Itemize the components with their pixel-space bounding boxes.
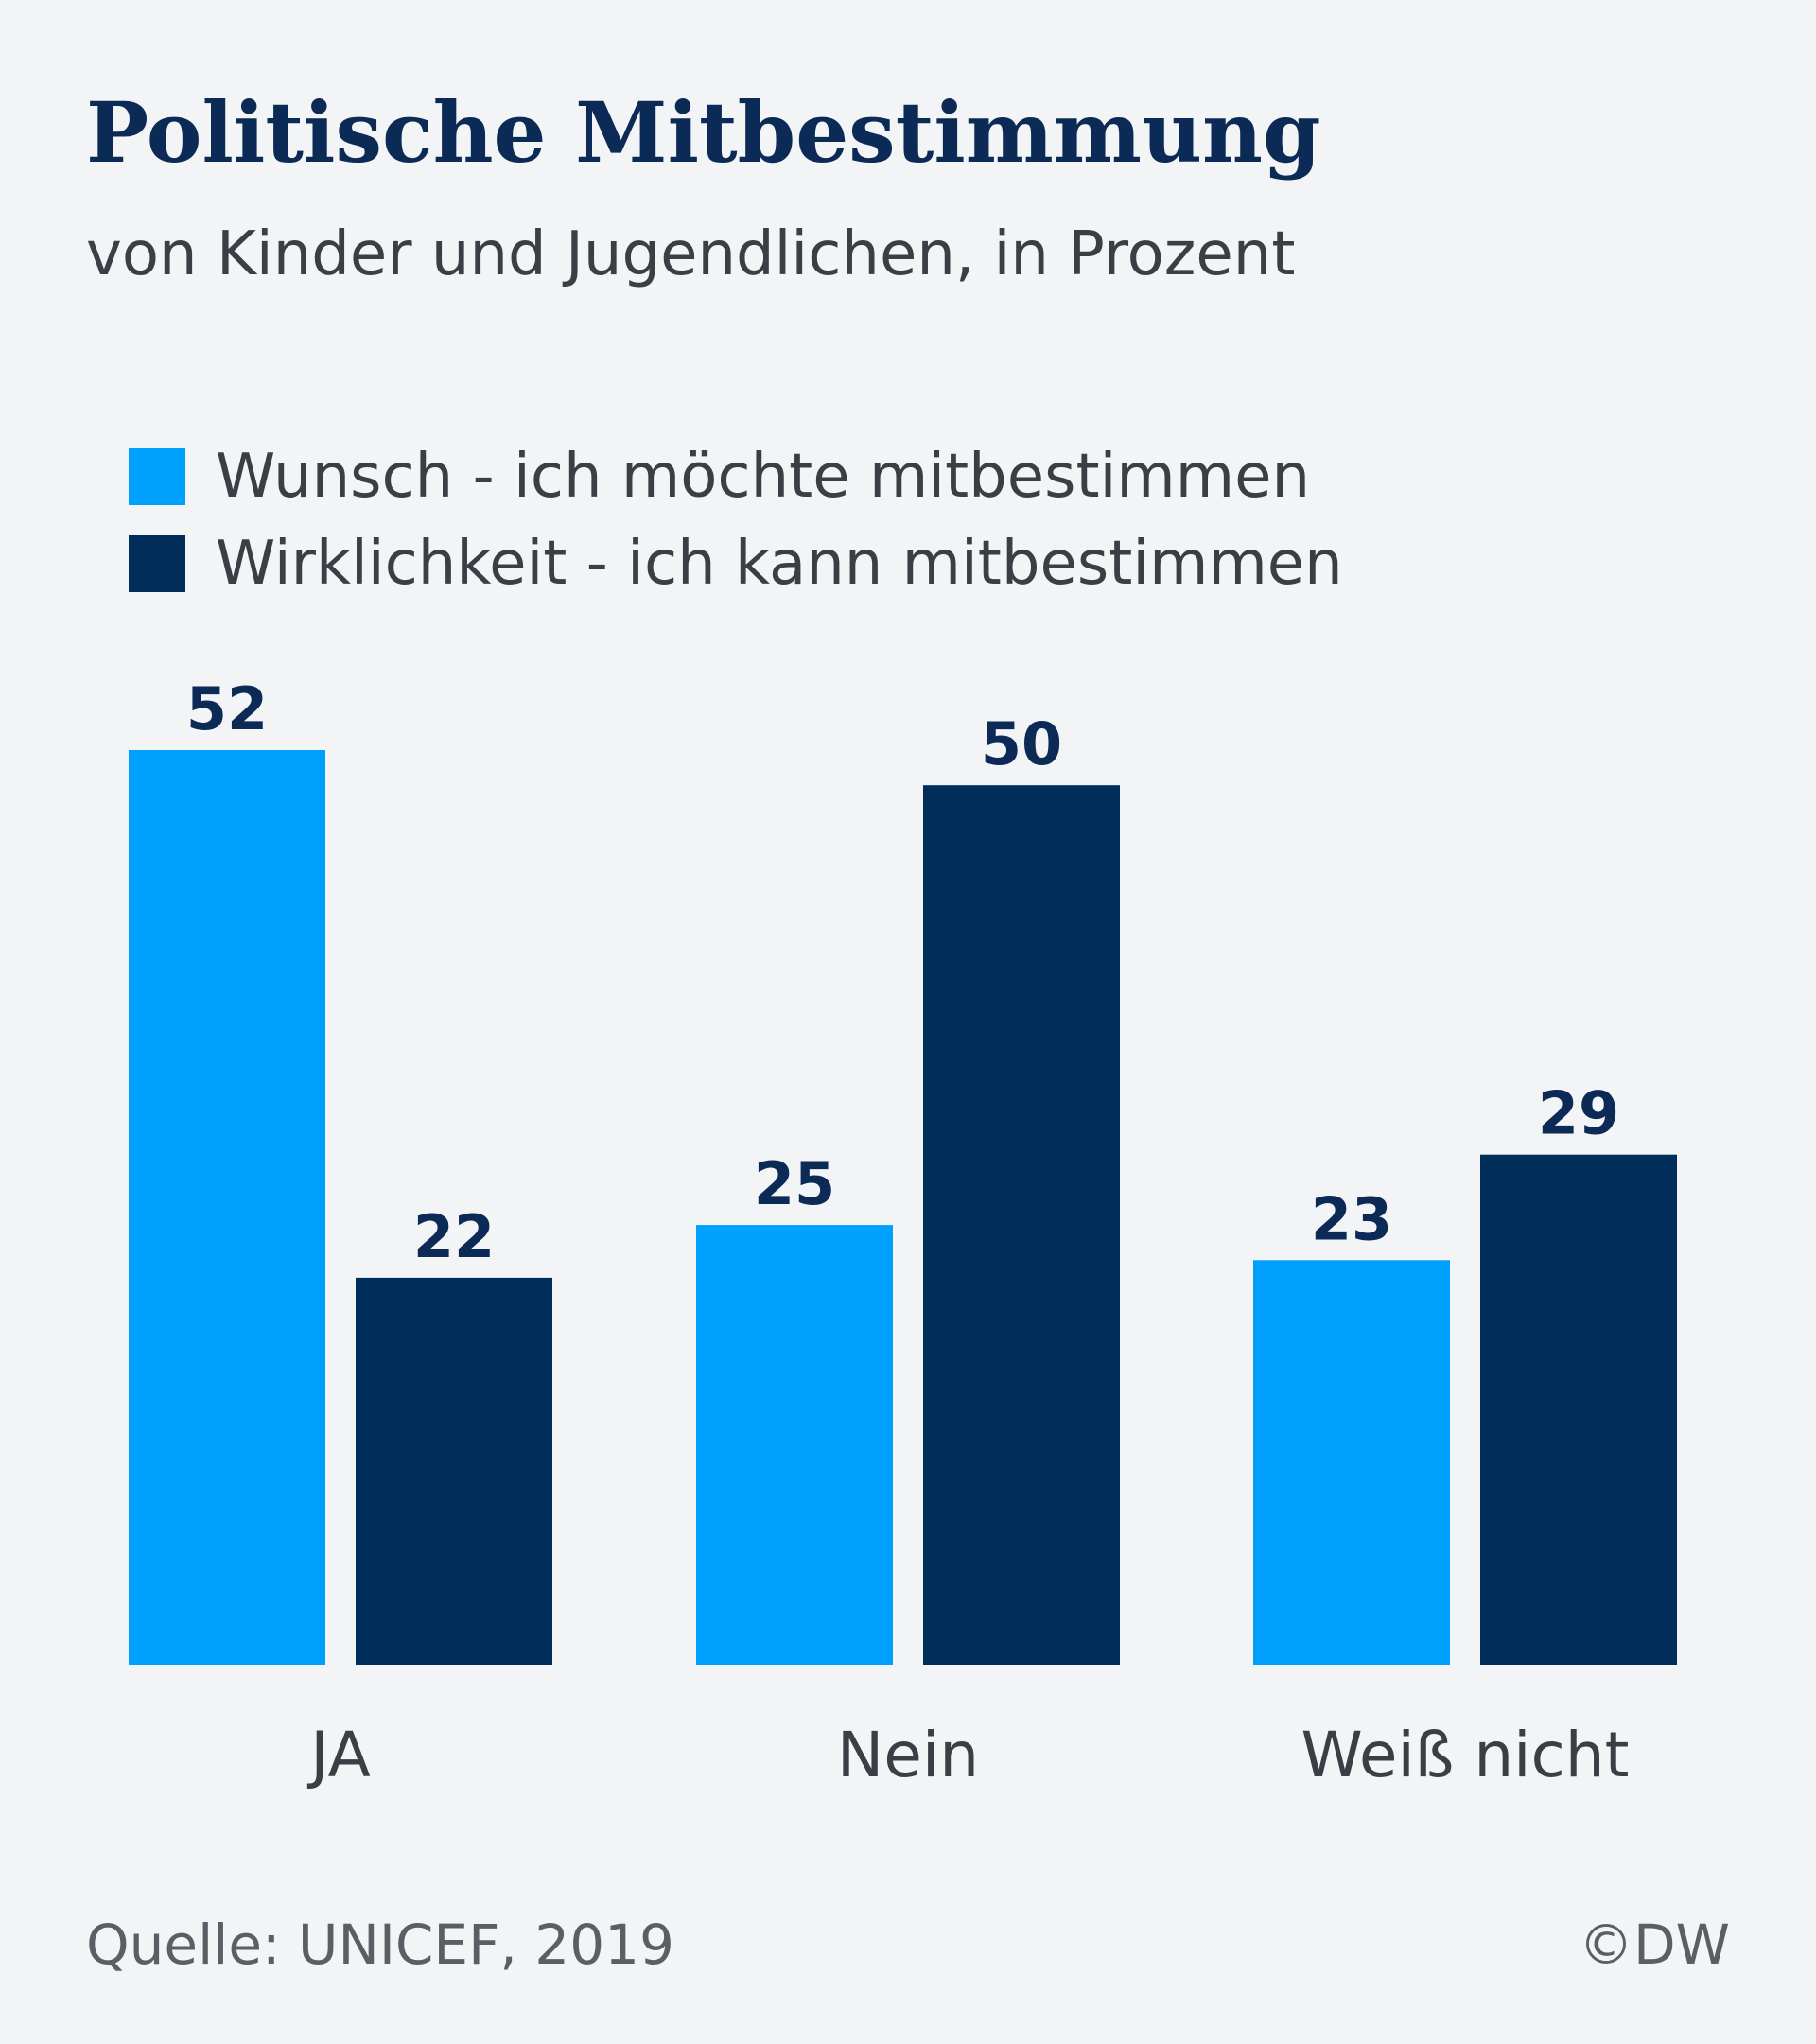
value-label: 23	[1311, 1184, 1392, 1253]
legend-swatch-wirklichkeit	[129, 535, 185, 592]
legend-item-wirklichkeit: Wirklichkeit - ich kann mitbestimmen	[129, 529, 1343, 599]
legend-label-wirklichkeit: Wirklichkeit - ich kann mitbestimmen	[216, 529, 1343, 599]
value-label: 29	[1538, 1079, 1619, 1148]
bar-wei-nicht-series-2	[1480, 1154, 1677, 1665]
bar-wei-nicht-series-1	[1253, 1260, 1450, 1665]
category-label: Weiß nicht	[1301, 1719, 1629, 1791]
bar-nein-series-2	[923, 785, 1120, 1665]
bar-nein-series-1	[696, 1225, 893, 1665]
copyright-credit: ©DW	[1578, 1913, 1730, 1977]
bar-ja-series-1	[129, 750, 325, 1665]
legend-item-wunsch: Wunsch - ich möchte mitbestimmen	[129, 442, 1343, 512]
value-label: 50	[981, 709, 1062, 778]
value-label: 22	[413, 1202, 495, 1271]
source-note: Quelle: UNICEF, 2019	[86, 1913, 674, 1977]
value-label: 25	[754, 1149, 835, 1218]
bar-ja-series-2	[356, 1277, 552, 1665]
legend-swatch-wunsch	[129, 448, 185, 505]
legend: Wunsch - ich möchte mitbestimmen Wirklic…	[129, 442, 1343, 619]
chart-title: Politische Mitbestimmung	[86, 83, 1321, 182]
value-label: 52	[186, 674, 268, 743]
category-label: JA	[306, 1719, 370, 1791]
bar-chart: 52 22 JA 25 50 Nein 23 29 Weiß nicht	[129, 674, 1677, 1791]
legend-label-wunsch: Wunsch - ich möchte mitbestimmen	[216, 442, 1310, 512]
chart-subtitle: von Kinder und Jugendlichen, in Prozent	[86, 219, 1296, 289]
category-label: Nein	[837, 1719, 979, 1791]
